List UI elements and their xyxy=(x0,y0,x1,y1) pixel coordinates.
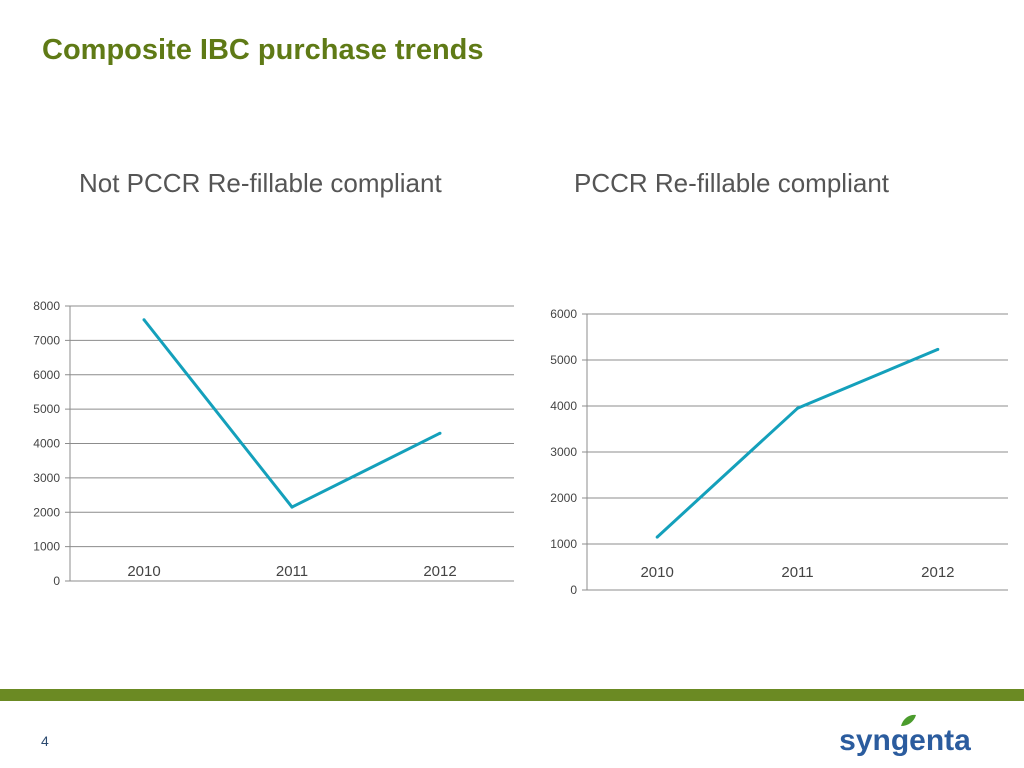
y-tick-label: 2000 xyxy=(550,491,577,505)
y-tick-label: 3000 xyxy=(33,471,60,485)
logo-wordmark: syngenta xyxy=(839,724,971,757)
x-tick-label: 2010 xyxy=(127,563,160,580)
data-point xyxy=(655,535,659,539)
data-point xyxy=(936,347,940,351)
footer-bar xyxy=(0,689,1024,701)
y-tick-label: 4000 xyxy=(550,399,577,413)
syngenta-logo: syngenta xyxy=(839,714,971,757)
y-tick-label: 0 xyxy=(570,583,577,597)
leaf-icon xyxy=(901,714,916,726)
y-tick-label: 7000 xyxy=(33,333,60,347)
x-tick-label: 2012 xyxy=(921,564,954,581)
x-tick-label: 2010 xyxy=(640,564,673,581)
y-tick-label: 8000 xyxy=(33,299,60,313)
y-tick-label: 6000 xyxy=(550,307,577,321)
y-tick-label: 1000 xyxy=(33,540,60,554)
chart-title-left: Not PCCR Re-fillable compliant xyxy=(79,168,442,198)
y-tick-label: 1000 xyxy=(550,537,577,551)
data-point xyxy=(290,505,294,509)
x-tick-label: 2012 xyxy=(423,563,456,580)
data-point xyxy=(796,406,799,410)
x-tick-label: 2011 xyxy=(781,564,813,581)
data-point xyxy=(438,431,442,435)
x-tick-label: 2011 xyxy=(276,563,308,580)
page-number: 4 xyxy=(41,733,49,749)
y-tick-label: 4000 xyxy=(33,437,60,451)
y-tick-label: 5000 xyxy=(550,353,577,367)
y-tick-label: 0 xyxy=(53,574,60,588)
y-tick-label: 3000 xyxy=(550,445,577,459)
data-point xyxy=(142,318,146,322)
chart-title-right: PCCR Re-fillable compliant xyxy=(574,168,889,198)
slide-title: Composite IBC purchase trends xyxy=(42,34,484,66)
y-tick-label: 6000 xyxy=(33,368,60,382)
series-line xyxy=(656,348,939,539)
y-tick-label: 2000 xyxy=(33,505,60,519)
y-tick-label: 5000 xyxy=(33,402,60,416)
